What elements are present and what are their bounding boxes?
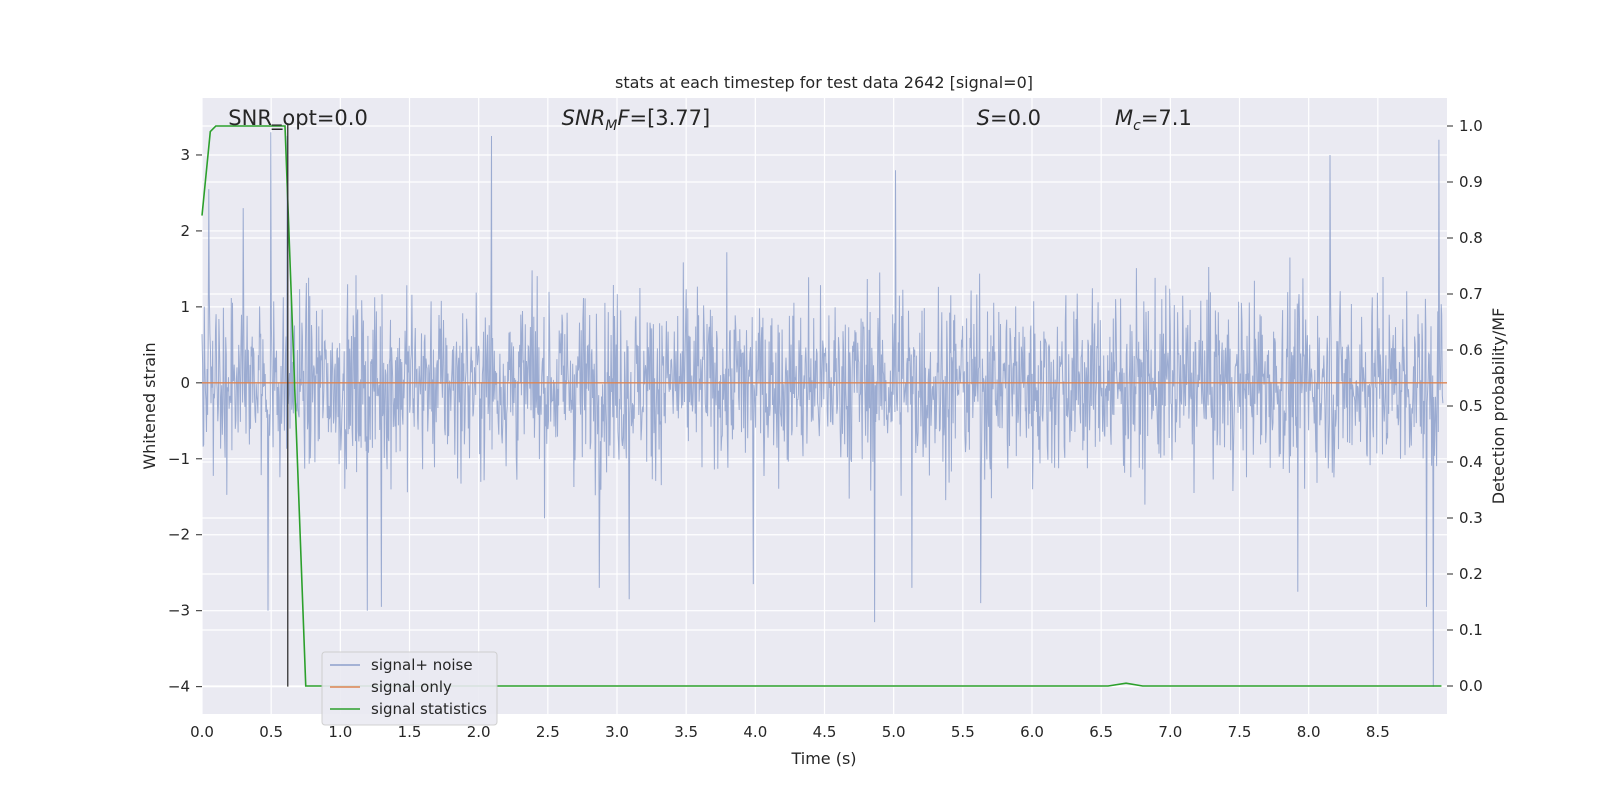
y-right-tick-label-8: 0.8 (1459, 229, 1483, 247)
x-tick-label-15: 7.5 (1228, 723, 1252, 741)
annotation-snr_mf: SNRMF=[3.77] (562, 106, 711, 134)
chart-title: stats at each timestep for test data 264… (615, 73, 1033, 92)
signal-noise-series (201, 132, 1444, 687)
y-tick-label-2: −2 (168, 526, 190, 544)
y-tick-label-4: 0 (180, 374, 190, 392)
x-tick-label-2: 1.0 (328, 723, 352, 741)
x-tick-label-16: 8.0 (1297, 723, 1321, 741)
x-tick-label-12: 6.0 (1020, 723, 1044, 741)
y-right-tick-label-7: 0.7 (1459, 285, 1483, 303)
y-right-tick-label-9: 0.9 (1459, 173, 1483, 191)
legend-label-signal-noise: signal+ noise (371, 656, 473, 674)
y-tick-label-5: 1 (180, 298, 190, 316)
x-tick-label-10: 5.0 (882, 723, 906, 741)
y-right-tick-label-5: 0.5 (1459, 397, 1483, 415)
y-right-tick-label-6: 0.6 (1459, 341, 1483, 359)
y-axis-label-right: Detection probability/MF (1489, 308, 1508, 505)
x-tick-label-7: 3.5 (674, 723, 698, 741)
axis-ticks: 0.0 0.5 1.0 1.5 2.0 2.5 3.0 3.5 4.0 4.5 5.0 5.5 6.0 6… (168, 117, 1483, 741)
signal-statistics-line (201, 125, 1442, 687)
x-tick-label-5: 2.5 (536, 723, 560, 741)
legend-label-signal-only: signal only (371, 678, 452, 696)
y-right-tick-label-1: 0.1 (1459, 621, 1483, 639)
y-tick-label-3: −1 (168, 450, 190, 468)
annotation-s: S=0.0 (977, 106, 1041, 130)
y-right-tick-label-3: 0.3 (1459, 509, 1483, 527)
y-axis-label: Whitened strain (140, 342, 159, 469)
annotation-snr_opt: SNR_opt=0.0 (228, 106, 368, 131)
y-right-tick-label-4: 0.4 (1459, 453, 1483, 471)
marker-line (271, 123, 289, 687)
x-tick-label-11: 5.5 (951, 723, 975, 741)
x-tick-label-3: 1.5 (398, 723, 422, 741)
x-tick-label-9: 4.5 (813, 723, 837, 741)
x-tick-label-1: 0.5 (259, 723, 283, 741)
annotations: SNR_opt=0.0 SNRMF=[3.77] S=0.0 Mc=7.1 (228, 106, 1192, 134)
y-tick-label-6: 2 (180, 222, 190, 240)
x-tick-label-4: 2.0 (467, 723, 491, 741)
y-right-tick-label-0: 0.0 (1459, 677, 1483, 695)
x-tick-label-6: 3.0 (605, 723, 629, 741)
x-tick-label-13: 6.5 (1089, 723, 1113, 741)
y-right-tick-label-10: 1.0 (1459, 117, 1483, 135)
grid-lines (201, 98, 1447, 714)
y-right-tick-label-2: 0.2 (1459, 565, 1483, 583)
legend-box (321, 651, 498, 726)
x-tick-label-0: 0.0 (190, 723, 214, 741)
signal-noise-line (201, 132, 1444, 687)
x-tick-label-8: 4.0 (743, 723, 767, 741)
y-tick-label-7: 3 (180, 146, 190, 164)
y-tick-label-0: −4 (168, 678, 190, 696)
y-tick-label-1: −3 (168, 602, 190, 620)
annotation-mc: Mc=7.1 (1115, 106, 1192, 134)
signal-statistics-series (201, 125, 1442, 687)
x-axis-label: Time (s) (790, 749, 856, 768)
legend: signal+ noise signal only signal statist… (321, 651, 498, 726)
legend-label-signal-statistics: signal statistics (371, 700, 487, 718)
x-tick-label-17: 8.5 (1366, 723, 1390, 741)
x-tick-label-14: 7.0 (1158, 723, 1182, 741)
